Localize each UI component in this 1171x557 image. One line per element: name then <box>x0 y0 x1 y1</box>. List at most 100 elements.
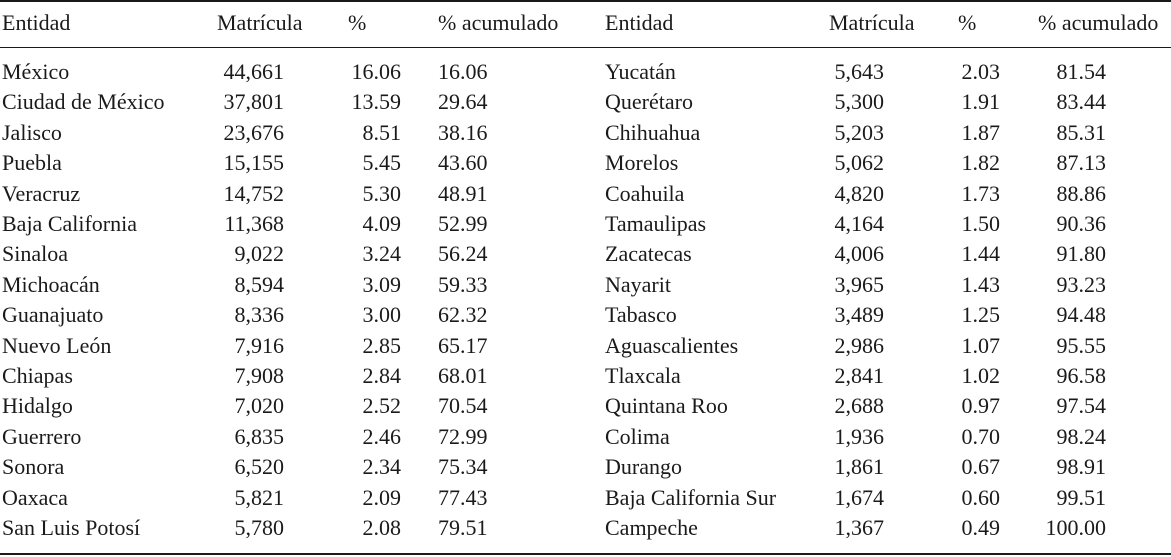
cell-acumulado-right: 90.36 <box>1056 211 1107 236</box>
cell-matricula-left: 5,821 <box>234 484 285 510</box>
cell-entidad-right: Colima <box>605 423 670 449</box>
cell-pct-right: 1.07 <box>961 332 1001 358</box>
cell-entidad-right: Tlaxcala <box>605 363 681 388</box>
cell-matricula-right: 1,936 <box>834 423 885 449</box>
cell-pct-left: 2.52 <box>362 393 402 419</box>
cell-pct-left: 2.46 <box>362 423 402 449</box>
cell-acumulado-right: 98.91 <box>1056 454 1107 480</box>
cell-acumulado-right: 100.00 <box>1045 515 1107 540</box>
cell-pct-left: 4.09 <box>362 211 402 236</box>
cell-matricula-left: 8,594 <box>234 271 285 297</box>
cell-acumulado-left: 56.24 <box>438 241 488 267</box>
cell-pct-left: 2.08 <box>362 515 402 540</box>
cell-pct-right: 1.50 <box>961 211 1001 236</box>
cell-entidad-left: Oaxaca <box>2 484 68 510</box>
table-bottom-rule <box>0 553 1171 555</box>
cell-matricula-left: 14,752 <box>223 180 285 206</box>
cell-acumulado-right: 98.24 <box>1056 423 1107 449</box>
cell-entidad-right: Aguascalientes <box>605 332 739 358</box>
header-acumulado-right: % acumulado <box>1038 10 1159 35</box>
cell-acumulado-left: 72.99 <box>438 423 488 449</box>
cell-acumulado-right: 96.58 <box>1056 363 1107 388</box>
cell-matricula-left: 5,780 <box>234 515 285 540</box>
cell-acumulado-right: 93.23 <box>1056 271 1107 297</box>
cell-entidad-right: Zacatecas <box>605 241 692 267</box>
cell-acumulado-right: 91.80 <box>1056 241 1107 267</box>
cell-acumulado-left: 43.60 <box>438 150 488 176</box>
cell-matricula-left: 9,022 <box>234 241 285 267</box>
header-pct-right: % <box>958 10 977 35</box>
cell-acumulado-right: 87.13 <box>1056 150 1107 176</box>
cell-matricula-right: 2,841 <box>834 363 885 388</box>
cell-entidad-right: Morelos <box>605 150 679 176</box>
cell-pct-left: 13.59 <box>351 89 402 115</box>
cell-matricula-right: 5,300 <box>834 89 885 115</box>
cell-matricula-right: 5,062 <box>834 150 885 176</box>
cell-matricula-right: 4,164 <box>834 211 885 236</box>
cell-matricula-right: 5,643 <box>834 59 885 84</box>
cell-pct-right: 1.43 <box>961 271 1001 297</box>
cell-matricula-left: 44,661 <box>223 59 285 84</box>
cell-matricula-left: 11,368 <box>224 211 284 236</box>
cell-entidad-left: Jalisco <box>2 119 62 145</box>
cell-matricula-left: 6,520 <box>234 454 285 480</box>
cell-pct-left: 3.09 <box>362 271 402 297</box>
cell-pct-right: 1.02 <box>961 363 1001 388</box>
cell-pct-left: 2.09 <box>362 484 402 510</box>
cell-entidad-left: Chiapas <box>2 363 73 388</box>
cell-acumulado-left: 29.64 <box>438 89 488 115</box>
cell-entidad-left: Hidalgo <box>2 393 73 419</box>
cell-acumulado-left: 62.32 <box>438 302 488 328</box>
cell-acumulado-right: 85.31 <box>1056 119 1107 145</box>
cell-matricula-right: 2,986 <box>834 332 885 358</box>
cell-pct-left: 2.84 <box>362 363 402 388</box>
cell-pct-right: 0.97 <box>961 393 1001 419</box>
cell-matricula-left: 6,835 <box>234 423 285 449</box>
header-matricula-right: Matrícula <box>829 10 915 35</box>
cell-pct-right: 1.91 <box>961 89 1001 115</box>
header-pct-left: % <box>348 10 367 35</box>
header-entidad-right: Entidad <box>605 10 674 35</box>
cell-pct-right: 1.87 <box>961 119 1001 145</box>
cell-entidad-left: Sonora <box>2 454 65 480</box>
cell-acumulado-left: 79.51 <box>438 515 488 540</box>
cell-acumulado-left: 16.06 <box>438 59 488 84</box>
cell-acumulado-left: 70.54 <box>438 393 488 419</box>
cell-entidad-right: Chihuahua <box>605 119 701 145</box>
cell-pct-right: 2.03 <box>961 59 1001 84</box>
cell-matricula-right: 4,820 <box>834 180 885 206</box>
cell-pct-right: 0.60 <box>961 484 1001 510</box>
cell-pct-left: 2.85 <box>362 332 402 358</box>
cell-matricula-right: 3,489 <box>834 302 885 328</box>
cell-pct-right: 1.82 <box>961 150 1001 176</box>
cell-acumulado-left: 48.91 <box>438 180 488 206</box>
cell-pct-right: 0.67 <box>961 454 1001 480</box>
cell-acumulado-left: 68.01 <box>438 363 488 388</box>
cell-entidad-left: Veracruz <box>2 180 81 206</box>
cell-entidad-left: México <box>2 59 70 84</box>
cell-entidad-right: Durango <box>605 454 682 480</box>
cell-entidad-right: Tabasco <box>605 302 677 328</box>
cell-pct-left: 8.51 <box>362 119 402 145</box>
header-matricula-left: Matrícula <box>217 10 303 35</box>
cell-acumulado-right: 99.51 <box>1056 484 1107 510</box>
cell-matricula-right: 1,367 <box>834 515 885 540</box>
cell-entidad-left: Michoacán <box>2 271 100 297</box>
cell-acumulado-right: 88.86 <box>1056 180 1107 206</box>
cell-acumulado-left: 38.16 <box>438 119 488 145</box>
cell-matricula-right: 1,861 <box>834 454 885 480</box>
cell-acumulado-left: 77.43 <box>438 484 488 510</box>
cell-pct-right: 1.73 <box>961 180 1001 206</box>
cell-entidad-left: Baja California <box>2 211 138 236</box>
cell-matricula-right: 3,965 <box>834 271 885 297</box>
cell-acumulado-left: 75.34 <box>438 454 488 480</box>
cell-matricula-left: 8,336 <box>234 302 285 328</box>
cell-matricula-right: 5,203 <box>834 119 885 145</box>
cell-pct-right: 0.70 <box>961 423 1001 449</box>
header-rule <box>0 47 1171 48</box>
cell-pct-left: 3.24 <box>362 241 402 267</box>
cell-matricula-left: 7,908 <box>234 363 285 388</box>
cell-entidad-right: Yucatán <box>605 59 676 84</box>
cell-entidad-left: Guerrero <box>2 423 82 449</box>
